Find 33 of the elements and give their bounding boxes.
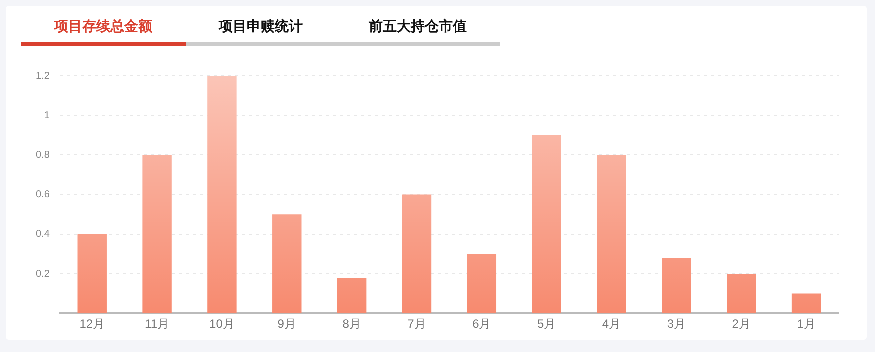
y-tick-label: 0.6 xyxy=(36,190,50,201)
bar xyxy=(402,194,432,314)
bar xyxy=(272,214,302,314)
bar xyxy=(662,258,692,314)
bar xyxy=(337,278,367,314)
x-tick-label: 10月 xyxy=(210,317,235,332)
x-tick-label: 12月 xyxy=(80,317,106,332)
bar xyxy=(532,135,562,314)
y-tick-label: 0.2 xyxy=(36,268,50,280)
y-tick-label: 1 xyxy=(44,110,50,122)
bar xyxy=(78,234,107,314)
text: 前五大持仓市值 xyxy=(336,16,500,46)
bar xyxy=(727,274,756,314)
x-tick-label: 2月 xyxy=(732,317,751,332)
bar xyxy=(208,76,237,314)
x-tick-label: 4月 xyxy=(602,317,622,332)
chart-title: 项目存续总金额 xyxy=(21,16,186,46)
x-tick-label: 1月 xyxy=(797,317,816,332)
y-tick-label: 0.4 xyxy=(36,229,50,240)
x-tick-label: 11月 xyxy=(145,317,170,332)
bar xyxy=(142,155,172,314)
bar xyxy=(792,294,822,314)
x-tick-label: 3月 xyxy=(667,317,686,332)
x-tick-label: 9月 xyxy=(278,317,296,332)
bar xyxy=(467,254,497,314)
y-tick-label: 1.2 xyxy=(36,70,50,82)
bar xyxy=(597,155,626,314)
x-tick-label: 6月 xyxy=(472,317,492,332)
y-tick-label: 0.8 xyxy=(36,150,50,161)
x-tick-label: 5月 xyxy=(537,317,556,332)
x-tick-label: 7月 xyxy=(408,317,426,332)
x-tick-label: 8月 xyxy=(342,317,362,332)
text: 项目申赎统计 xyxy=(186,16,336,46)
